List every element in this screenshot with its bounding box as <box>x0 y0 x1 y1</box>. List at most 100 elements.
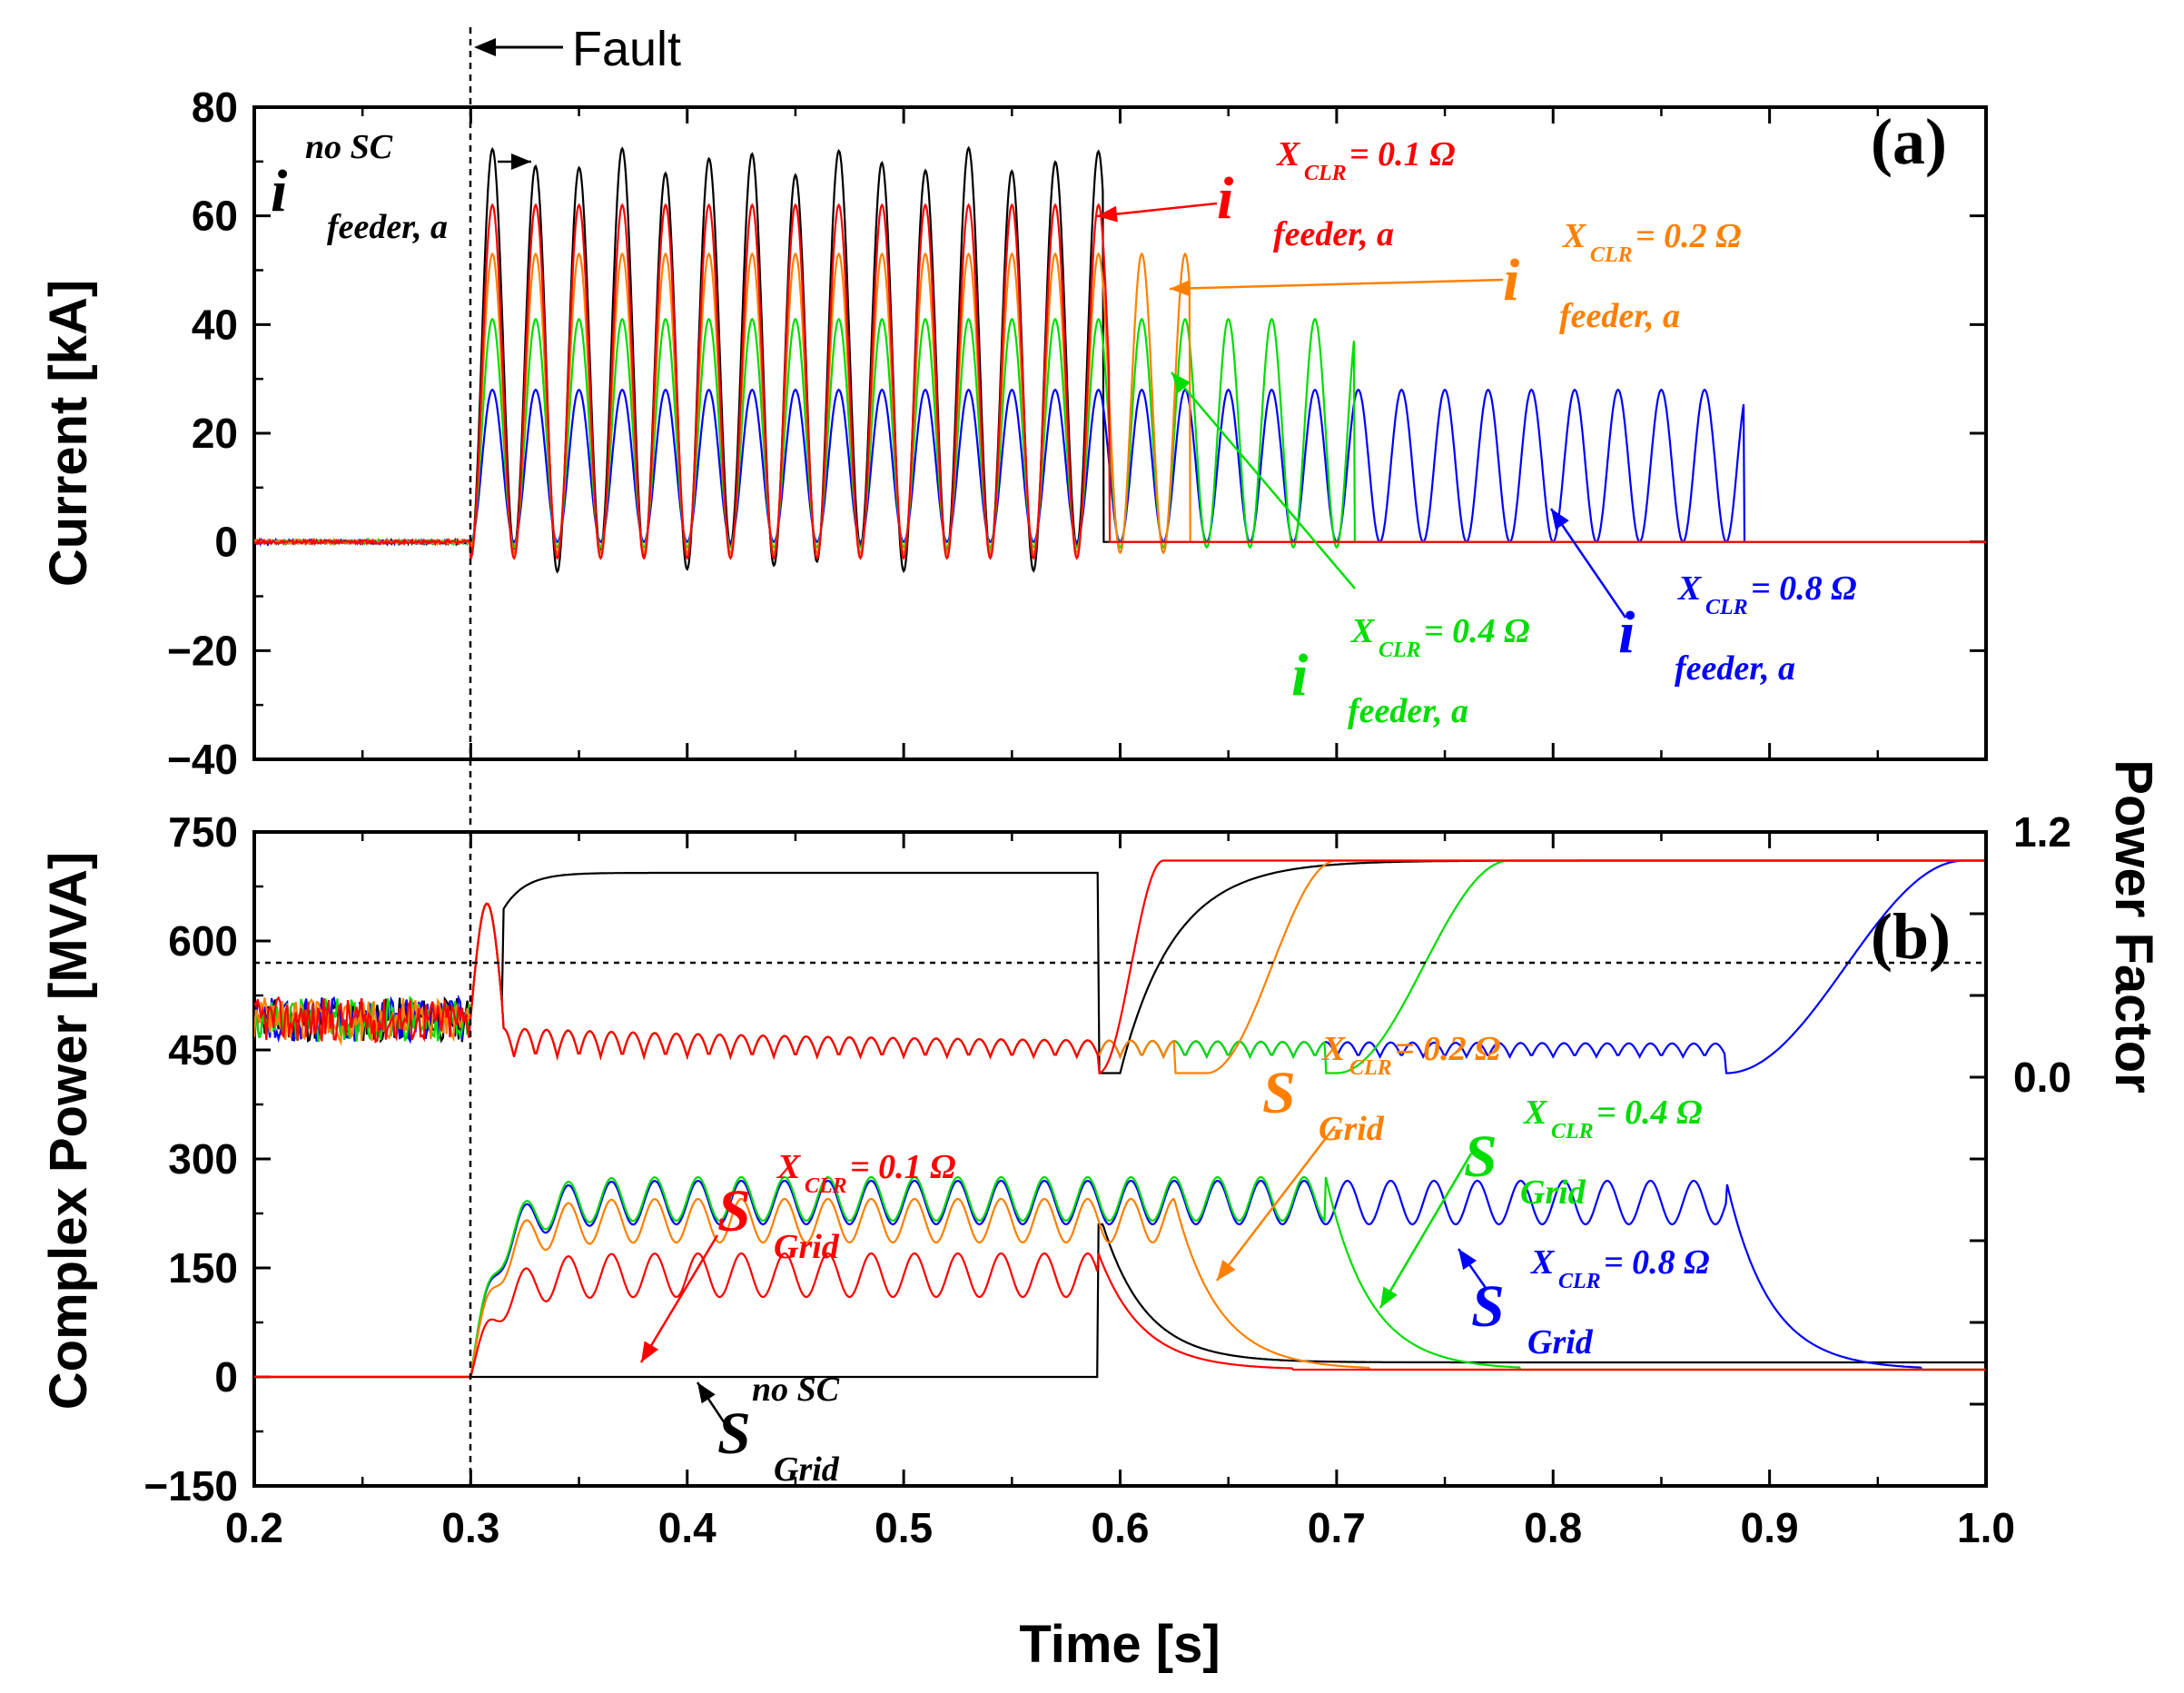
ytick-label-b: 750 <box>168 808 238 856</box>
ann-s-04-sub: Grid <box>1520 1173 1586 1212</box>
ann-i-04-sup-rest: = 0.4 Ω <box>1424 612 1530 650</box>
ann-s-01-main: S <box>717 1178 751 1244</box>
panel-b-series <box>254 859 1986 1379</box>
ytick-label-b: 450 <box>168 1026 238 1074</box>
ytick-label-a: 0 <box>214 519 238 566</box>
current-series-1 <box>254 203 1986 562</box>
y2tick-label-1-2: 1.2 <box>2013 808 2071 856</box>
ann-s-01-sub: Grid <box>774 1228 840 1266</box>
fault-label: Fault <box>572 22 681 76</box>
current-series-2 <box>254 252 1986 556</box>
ann-i-01-sub: feeder, a <box>1273 215 1394 253</box>
arrow-s-04 <box>1379 1153 1473 1309</box>
power-factor-series-1 <box>254 859 1985 1074</box>
ann-s-02-sup: X <box>1321 1030 1347 1068</box>
ann-i-08-sup-sub: CLR <box>1705 596 1748 619</box>
arrow-i-08 <box>1549 508 1627 619</box>
complex-power-series-1 <box>254 1252 1986 1379</box>
ytick-label-b: 0 <box>214 1353 238 1401</box>
ann-i-nosc-sup: no SC <box>305 128 393 166</box>
ann-i-01-sup-rest: = 0.1 Ω <box>1349 135 1456 173</box>
xtick-label: 0.4 <box>658 1504 716 1551</box>
xtick-label: 0.3 <box>441 1504 499 1551</box>
arrow-s-nosc-head <box>697 1382 716 1404</box>
annotation-arrows <box>498 153 1627 1427</box>
ann-s-01-sup-sub: CLR <box>805 1174 847 1198</box>
arrow-i-08-head <box>1551 509 1569 530</box>
panel-b-frame <box>252 830 1988 1488</box>
complex-power-series-3 <box>254 1175 1986 1379</box>
ann-s-08-sup: X <box>1530 1243 1556 1282</box>
complex-power-series-0 <box>254 1223 1986 1379</box>
arrow-i-04-head <box>1171 372 1191 393</box>
ann-s-nosc-main: S <box>717 1401 751 1467</box>
ann-i-08-main: i <box>1618 599 1636 666</box>
complex-power-series-2 <box>254 1197 1986 1379</box>
ann-i-02-sup-rest: = 0.2 Ω <box>1636 217 1742 255</box>
ytick-label-a: 20 <box>192 410 238 457</box>
ann-s-nosc-sub: Grid <box>774 1450 840 1489</box>
current-series-4 <box>254 388 1986 548</box>
ann-i-04-sup: X <box>1350 612 1376 650</box>
xtick-label: 0.2 <box>225 1504 283 1551</box>
ytick-label-a: −20 <box>167 627 238 674</box>
ann-i-02-sub: feeder, a <box>1559 297 1680 335</box>
ann-i-nosc-main: i <box>271 158 288 224</box>
arrow-i-04 <box>1171 371 1356 589</box>
ann-s-02-sup-rest: = 0.2 Ω <box>1395 1030 1501 1068</box>
arrow-i-01-head <box>1097 205 1118 223</box>
ytick-label-b: 300 <box>168 1135 238 1183</box>
y2-axis-title: Power Factor <box>2104 759 2163 1093</box>
ann-s-04-sup-rest: = 0.4 Ω <box>1596 1094 1703 1132</box>
current-series-0 <box>254 145 1986 574</box>
panel-a-series <box>254 145 1986 574</box>
arrow-s-04-head <box>1380 1286 1398 1308</box>
ytick-label-b: 150 <box>168 1244 238 1292</box>
current-series-3 <box>254 317 1986 549</box>
y-axis-title-a: Current [kA] <box>39 280 98 587</box>
xtick-label: 0.7 <box>1308 1504 1366 1551</box>
ann-s-02-sup-sub: CLR <box>1349 1056 1392 1080</box>
ytick-label-a: 60 <box>192 193 238 240</box>
ann-i-04-sup-sub: CLR <box>1379 639 1421 662</box>
ann-s-02-sub: Grid <box>1319 1110 1385 1148</box>
ytick-label-b: −150 <box>143 1462 238 1510</box>
ann-s-08-sup-rest: = 0.8 Ω <box>1604 1243 1710 1282</box>
ann-s-08-sub: Grid <box>1527 1323 1594 1361</box>
ann-i-08-sup-rest: = 0.8 Ω <box>1751 569 1857 608</box>
ytick-label-b: 600 <box>168 917 238 965</box>
xtick-label: 0.9 <box>1741 1504 1799 1551</box>
ann-s-01-sup: X <box>776 1148 802 1186</box>
arrow-s-02 <box>1216 1125 1336 1282</box>
panel-b-label: (b) <box>1871 900 1951 973</box>
ann-s-04-sup-sub: CLR <box>1551 1120 1594 1144</box>
ann-i-08-sub: feeder, a <box>1675 649 1795 688</box>
xtick-label: 0.5 <box>875 1504 933 1551</box>
complex-power-series-4 <box>254 1179 1986 1379</box>
arrow-i-nosc-head <box>511 153 531 170</box>
ann-i-02-sup: X <box>1562 217 1587 255</box>
power-factor-series-2 <box>254 859 1985 1074</box>
fault-arrowhead <box>474 38 496 56</box>
ann-s-01-sup-rest: = 0.1 Ω <box>850 1148 956 1186</box>
arrow-s-08-head <box>1458 1249 1477 1271</box>
panel-a-label: (a) <box>1871 105 1947 178</box>
arrow-i-01 <box>1096 202 1218 218</box>
x-axis-title: Time [s] <box>1019 1615 1220 1674</box>
ann-i-01-main: i <box>1217 165 1234 232</box>
xtick-label: 0.8 <box>1524 1504 1582 1551</box>
y2tick-label-0-0: 0.0 <box>2013 1054 2071 1101</box>
ann-i-04-main: i <box>1291 642 1309 708</box>
ann-s-04-sup: X <box>1523 1094 1548 1132</box>
ann-s-nosc-sup: no SC <box>752 1371 840 1409</box>
arrow-s-02-head <box>1217 1260 1236 1281</box>
panel-a-ticks: 80 60 40 20 0 −20 −40 <box>167 84 1986 783</box>
power-factor-series-3 <box>254 859 1985 1074</box>
ytick-label-a: −40 <box>167 736 238 783</box>
y-axis-title-b: Complex Power [MVA] <box>39 852 98 1410</box>
ytick-label-a: 40 <box>192 301 238 348</box>
ann-s-08-sup-sub: CLR <box>1558 1270 1601 1293</box>
ann-i-08-sup: X <box>1677 569 1703 608</box>
ann-i-01-sup-sub: CLR <box>1304 162 1347 185</box>
arrow-i-02-head <box>1170 280 1191 297</box>
